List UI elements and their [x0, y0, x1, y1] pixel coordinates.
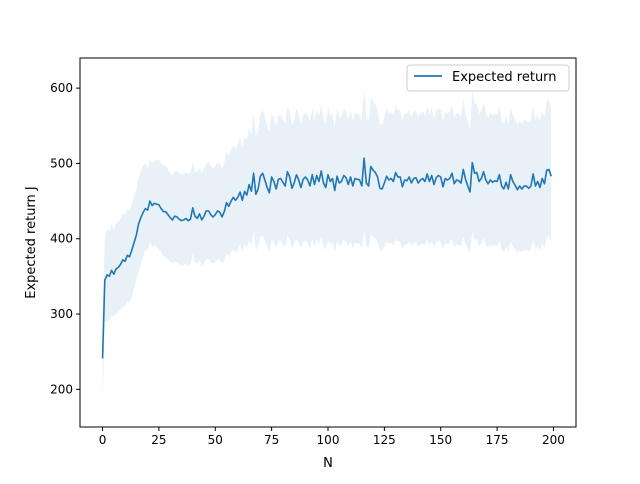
y-tick-label: 200	[50, 382, 73, 396]
y-tick-label: 300	[50, 307, 73, 321]
legend-box	[406, 64, 570, 92]
x-tick-label: 125	[373, 433, 396, 447]
plot-frame	[79, 57, 577, 428]
x-tick-label: 50	[208, 433, 223, 447]
x-tick-label: 75	[264, 433, 279, 447]
x-tick-label: 25	[151, 433, 166, 447]
x-axis-label: N	[323, 456, 333, 471]
y-axis-label: Expected return J	[24, 186, 39, 299]
y-tick-label: 600	[50, 81, 73, 95]
y-tick-label: 500	[50, 156, 73, 170]
x-tick-label: 200	[542, 433, 565, 447]
x-tick-label: 175	[486, 433, 509, 447]
confidence-band	[102, 88, 552, 405]
expected-return-line	[101, 157, 552, 359]
y-tick-label: 400	[50, 232, 73, 246]
legend-label: Expected return	[452, 70, 557, 85]
plot-background	[80, 58, 576, 427]
legend: Expected return	[406, 64, 570, 92]
x-tick-label: 0	[99, 433, 107, 447]
x-tick-label: 100	[317, 433, 340, 447]
x-tick-label: 150	[429, 433, 452, 447]
